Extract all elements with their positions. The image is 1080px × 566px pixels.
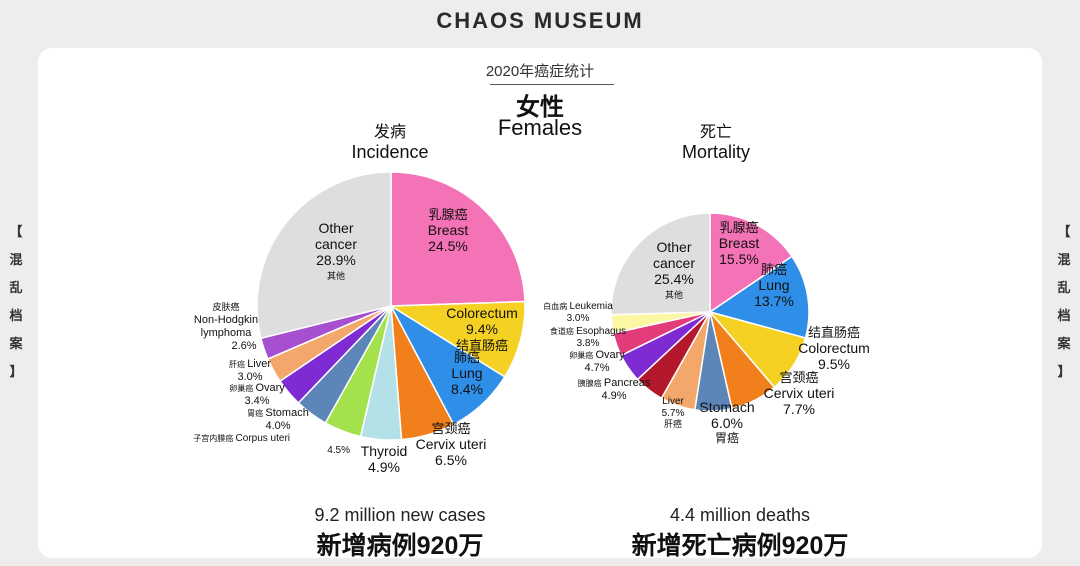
mortality-label-breast-name: Breast [719,235,760,251]
mortality-label-cervix-uteri-name-cn: 宫颈癌 [779,370,818,385]
incidence-label-other-cancer-name: cancer [315,236,357,252]
incidence-label-non-hodgkin-lymphoma-value: 2.6% [231,340,256,352]
incidence-label-corpus-uteri-name: 子宫内膜癌 Corpus uteri [193,433,290,444]
side-char: 混 [9,252,23,267]
side-char: 【 [9,224,23,239]
incidence-label-liver-value: 3.0% [237,371,262,383]
incidence-label-other-cancer-name: Other [318,220,353,236]
incidence-label-stomach-value: 4.0% [265,420,290,432]
mortality-label-stomach-name: Stomach [699,399,754,415]
side-char: 【 [1057,224,1071,239]
chart-title-en: Females [497,115,583,140]
incidence-label-liver-name: 肝癌 Liver [229,358,271,370]
mortality-label-pancreas-value: 4.9% [601,390,626,402]
incidence-slice-breast [390,171,526,307]
mortality-label-liver-name: Liver [662,396,684,407]
incidence-label-non-hodgkin-lymphoma-name-cn: 皮肤癌 [212,301,239,312]
incidence-label-lung-name: Lung [451,365,482,381]
incidence-slice-other-cancer [256,171,392,340]
mortality-total: 4.4 million deaths 新增死亡病例920万 [590,505,890,562]
incidence-label-lung-name-cn: 肺癌 [454,350,480,365]
mortality-label-colorectum-value: 9.5% [818,356,850,372]
incidence-label-thyroid-value: 4.9% [368,459,400,475]
incidence-title-en: Incidence [351,142,429,162]
side-label-right: 【混乱档案】 [1056,218,1072,386]
side-char: 乱 [1057,280,1071,295]
mortality-total-cn: 新增死亡病例920万 [631,532,849,560]
incidence-label-cervix-uteri-name: Cervix uteri [416,436,487,452]
mortality-label-lung-name: Lung [758,277,789,293]
side-char: 】 [1057,364,1071,379]
incidence-title-cn: 发病 [373,124,406,141]
mortality-label-stomach-name-cn: 胃癌 [715,430,739,445]
mortality-title-en: Mortality [681,142,750,162]
mortality-title-cn: 死亡 [699,124,732,141]
side-char: 案 [1057,336,1071,351]
chart-title-cn: 女性 [516,94,564,121]
incidence-label-corpus-uteri-value: 4.5% [327,445,350,456]
incidence-label-colorectum-name-cn: 结直肠癌 [456,338,508,353]
side-label-left: 【混乱档案】 [8,218,24,386]
mortality-label-liver-name-cn: 肝癌 [664,418,682,429]
incidence-total: 9.2 million new cases 新增病例920万 [250,505,550,562]
mortality-label-other-cancer-value: 25.4% [654,271,694,287]
incidence-total-en: 9.2 million new cases [314,505,486,525]
incidence-label-breast-name-cn: 乳腺癌 [428,207,467,222]
side-char: 】 [9,364,23,379]
incidence-label-colorectum-name: Colorectum [446,305,518,321]
mortality-label-breast-value: 15.5% [719,251,759,267]
mortality-label-cervix-uteri-name: Cervix uteri [764,385,835,401]
mortality-label-liver-value: 5.7% [662,408,685,419]
incidence-total-cn: 新增病例920万 [316,532,484,560]
incidence-label-non-hodgkin-lymphoma-name: Non-Hodgkin [194,314,258,326]
mortality-label-pancreas-name: 胰腺癌 Pancreas [578,377,651,389]
incidence-slice-colorectum [388,300,526,378]
incidence-label-breast-value: 24.5% [428,238,468,254]
mortality-label-breast-name-cn: 乳腺癌 [719,220,758,235]
mortality-label-leukemia-value: 3.0% [567,313,590,324]
incidence-label-breast-name: Breast [428,222,469,238]
mortality-label-stomach-value: 6.0% [711,415,743,431]
mortality-label-ovary-name: 卵巢癌 Ovary [569,349,625,361]
chart-subtitle: 2020年癌症统计 [485,63,595,80]
subtitle-divider [490,84,614,85]
incidence-label-cervix-uteri-name-cn: 宫颈癌 [431,421,470,436]
incidence-label-stomach-name: 胃癌 Stomach [247,407,309,419]
mortality-label-esophagus-value: 3.8% [577,338,600,349]
mortality-label-colorectum-name: Colorectum [798,340,870,356]
mortality-label-ovary-value: 4.7% [584,362,609,374]
mortality-total-en: 4.4 million deaths [669,505,811,525]
incidence-label-ovary-name: 卵巢癌 Ovary [229,382,285,394]
side-char: 档 [9,308,23,323]
brand-title: CHAOS MUSEUM [436,8,644,33]
incidence-label-thyroid-name: Thyroid [361,443,408,459]
mortality-label-esophagus-name: 食道癌 Esophagus [550,326,626,337]
mortality-label-other-cancer-name: cancer [653,255,695,271]
incidence-label-lung-value: 8.4% [451,381,483,397]
mortality-slice-breast [709,212,793,314]
mortality-title: 死亡 Mortality [656,118,776,163]
incidence-title: 发病 Incidence [330,118,450,163]
mortality-label-lung-value: 13.7% [754,293,794,309]
side-char: 混 [1057,252,1071,267]
mortality-label-lung-name-cn: 肺癌 [761,262,787,277]
mortality-label-colorectum-name-cn: 结直肠癌 [808,325,860,340]
incidence-label-ovary-value: 3.4% [244,395,269,407]
mortality-slice-lung [708,255,810,339]
infographic-card [38,48,1042,558]
mortality-label-other-cancer-name: Other [656,239,691,255]
side-char: 乱 [9,280,23,295]
incidence-label-other-cancer-name-cn: 其他 [327,270,345,281]
mortality-label-other-cancer-name-cn: 其他 [665,289,683,300]
incidence-label-cervix-uteri-value: 6.5% [435,452,467,468]
side-char: 档 [1057,308,1071,323]
side-char: 案 [9,336,23,351]
incidence-label-colorectum-value: 9.4% [466,321,498,337]
incidence-label-non-hodgkin-lymphoma-name: lymphoma [201,327,253,339]
mortality-label-leukemia-name: 白血病 Leukemia [543,301,613,312]
mortality-label-cervix-uteri-value: 7.7% [783,401,815,417]
incidence-label-other-cancer-value: 28.9% [316,252,356,268]
mortality-slice-other-cancer [610,212,711,316]
